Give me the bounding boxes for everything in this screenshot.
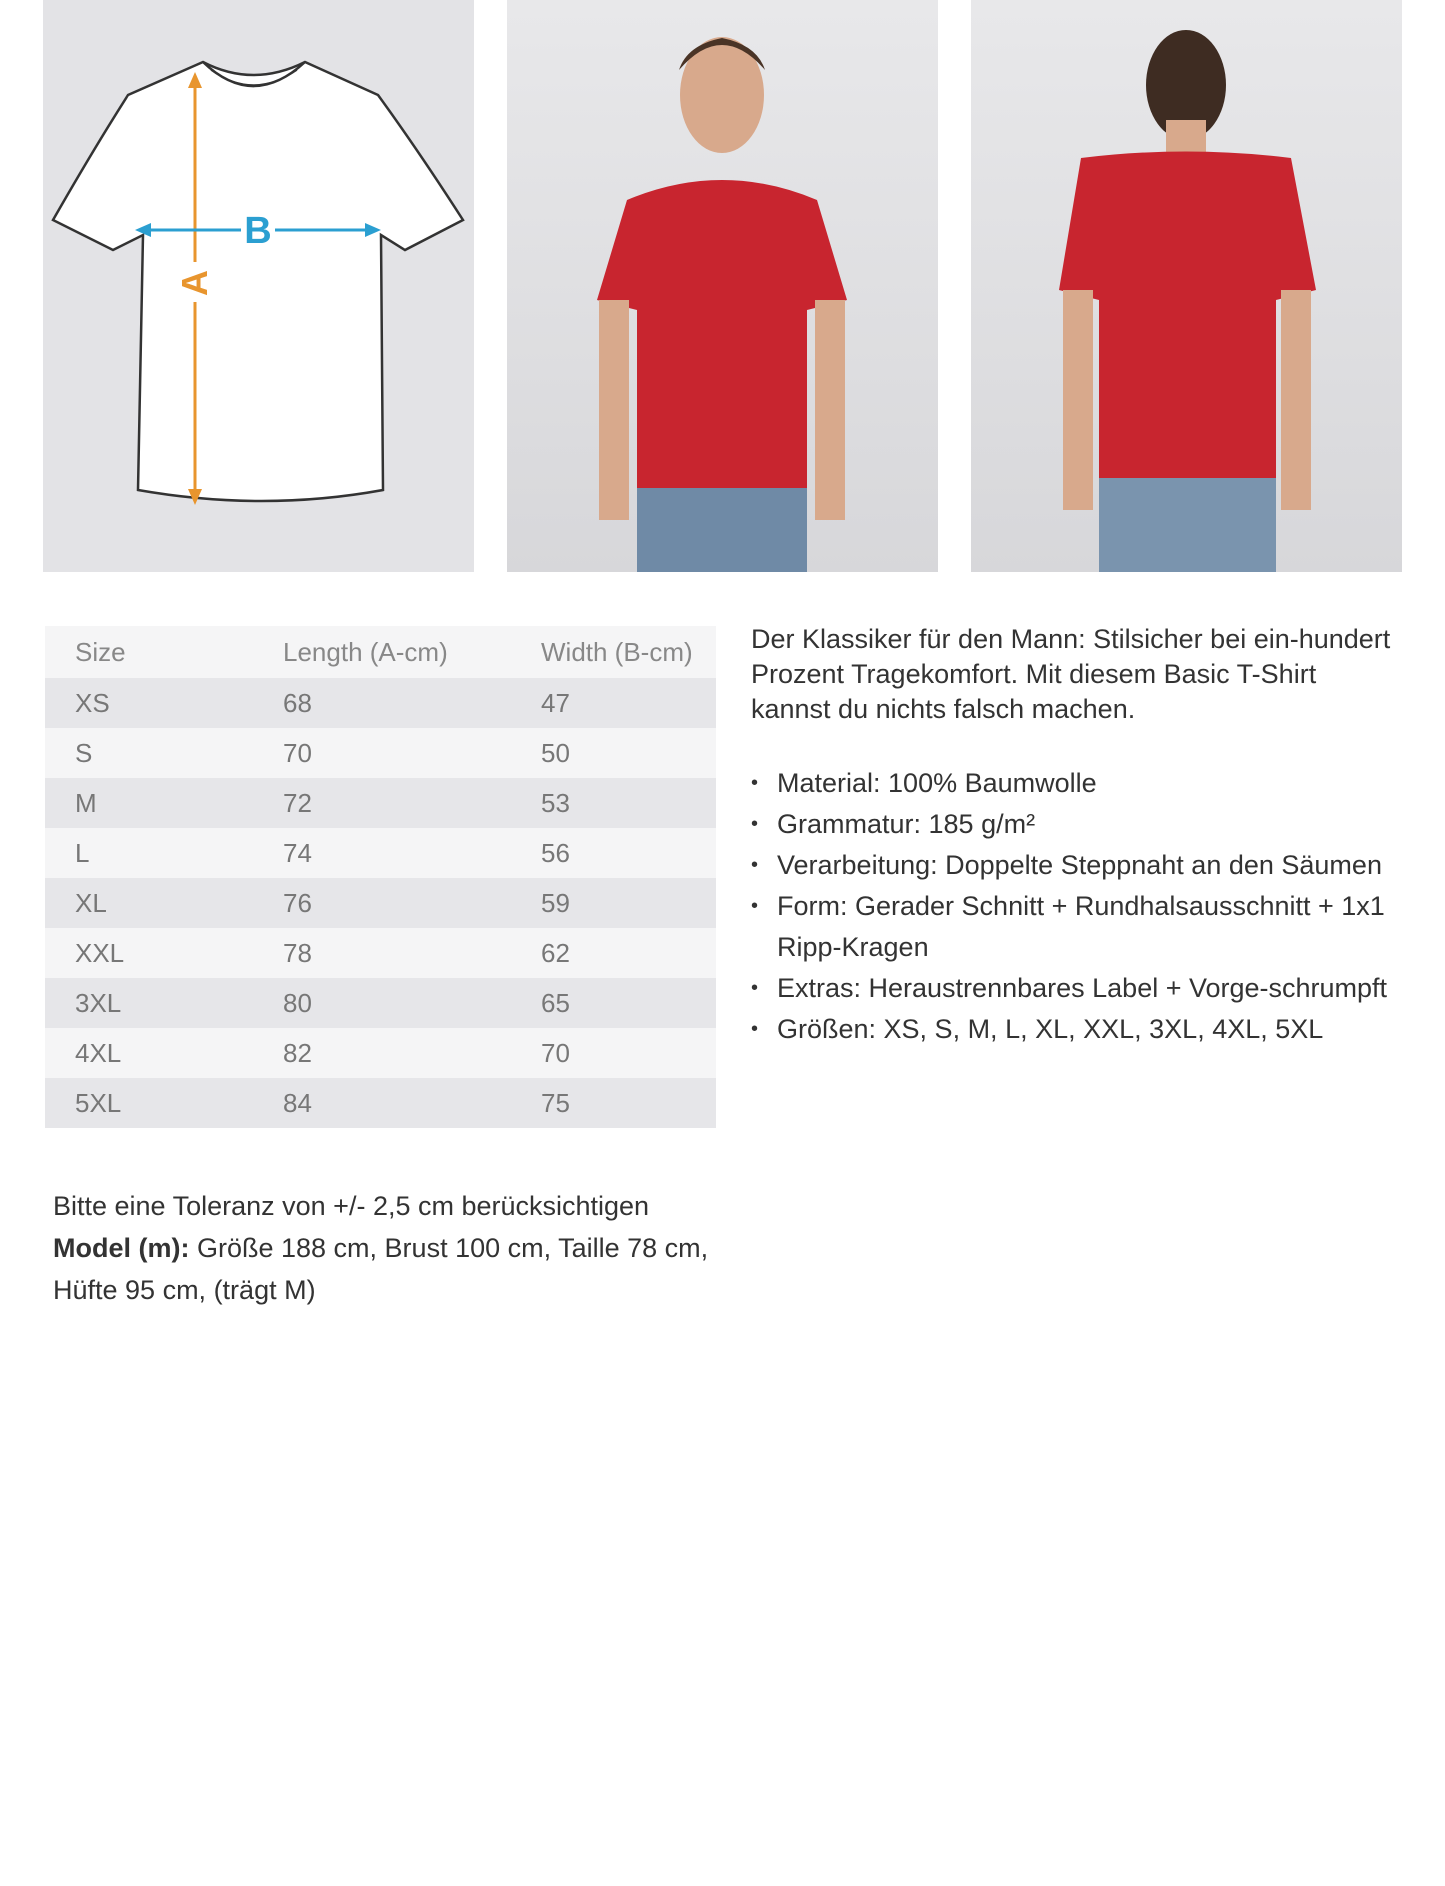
length-cell: 70 <box>255 728 541 778</box>
table-row: 4XL 82 70 <box>45 1028 716 1078</box>
size-cell: XXL <box>45 928 255 978</box>
table-row: XS 68 47 <box>45 678 716 728</box>
width-cell: 62 <box>541 928 716 978</box>
table-row: 5XL 84 75 <box>45 1078 716 1128</box>
product-description: Der Klassiker für den Mann: Stilsicher b… <box>751 624 1391 724</box>
feature-list: Material: 100% BaumwolleGrammatur: 185 g… <box>751 763 1401 1050</box>
table-row: XXL 78 62 <box>45 928 716 978</box>
tolerance-text: Bitte eine Toleranz von +/- 2,5 cm berüc… <box>53 1191 650 1221</box>
feature-item: Material: 100% Baumwolle <box>751 763 1401 804</box>
feature-item: Verarbeitung: Doppelte Steppnaht an den … <box>751 845 1401 886</box>
length-cell: 80 <box>255 978 541 1028</box>
size-cell: XS <box>45 678 255 728</box>
header-length: Length (A-cm) <box>255 626 541 678</box>
size-cell: XL <box>45 878 255 928</box>
size-cell: M <box>45 778 255 828</box>
table-row: L 74 56 <box>45 828 716 878</box>
model-text: Größe 188 cm, Brust 100 cm, Taille 78 cm… <box>53 1233 709 1305</box>
width-cell: 47 <box>541 678 716 728</box>
header-size: Size <box>45 626 255 678</box>
size-cell: S <box>45 728 255 778</box>
width-cell: 65 <box>541 978 716 1028</box>
feature-item: Form: Gerader Schnitt + Rundhalsausschni… <box>751 886 1401 968</box>
label-b: B <box>244 210 271 252</box>
size-diagram: A B <box>43 0 474 572</box>
size-cell: 4XL <box>45 1028 255 1078</box>
width-cell: 53 <box>541 778 716 828</box>
label-a: A <box>174 270 215 296</box>
header-width: Width (B-cm) <box>541 626 716 678</box>
length-cell: 84 <box>255 1078 541 1128</box>
table-row: S 70 50 <box>45 728 716 778</box>
width-cell: 70 <box>541 1028 716 1078</box>
size-cell: 3XL <box>45 978 255 1028</box>
size-cell: L <box>45 828 255 878</box>
feature-item: Größen: XS, S, M, L, XL, XXL, 3XL, 4XL, … <box>751 1009 1401 1050</box>
table-header: Size Length (A-cm) Width (B-cm) <box>45 626 716 678</box>
model-label: Model (m): <box>53 1233 190 1263</box>
table-row: XL 76 59 <box>45 878 716 928</box>
length-cell: 76 <box>255 878 541 928</box>
size-cell: 5XL <box>45 1078 255 1128</box>
length-cell: 68 <box>255 678 541 728</box>
length-cell: 82 <box>255 1028 541 1078</box>
table-row: M 72 53 <box>45 778 716 828</box>
length-cell: 72 <box>255 778 541 828</box>
length-cell: 74 <box>255 828 541 878</box>
length-cell: 78 <box>255 928 541 978</box>
size-table: Size Length (A-cm) Width (B-cm) XS 68 47 S 7… <box>45 626 716 1128</box>
feature-item: Grammatur: 185 g/m² <box>751 804 1401 845</box>
width-cell: 75 <box>541 1078 716 1128</box>
width-cell: 56 <box>541 828 716 878</box>
model-front-photo <box>507 0 938 572</box>
feature-item: Extras: Heraustrennbares Label + Vorge-s… <box>751 968 1401 1009</box>
fit-note: Bitte eine Toleranz von +/- 2,5 cm berüc… <box>53 1185 733 1311</box>
model-back-photo <box>971 0 1402 572</box>
width-cell: 50 <box>541 728 716 778</box>
table-row: 3XL 80 65 <box>45 978 716 1028</box>
width-cell: 59 <box>541 878 716 928</box>
